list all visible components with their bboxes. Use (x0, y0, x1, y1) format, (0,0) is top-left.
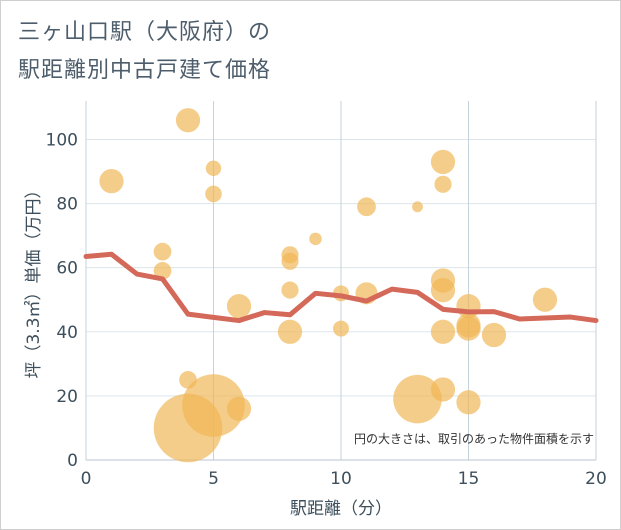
data-point (153, 242, 172, 261)
data-point (430, 377, 456, 402)
data-point (333, 320, 349, 337)
data-point (309, 232, 322, 246)
data-point (393, 374, 442, 424)
chart-title-line1: 三ヶ山口駅（大阪府）の (18, 20, 272, 45)
data-point (430, 319, 456, 344)
y-tick-label: 20 (56, 387, 78, 407)
average-price-line (83, 251, 599, 324)
x-tick-label: 20 (585, 469, 607, 489)
x-tick-label: 0 (81, 469, 92, 489)
data-point (226, 294, 252, 319)
y-tick-label: 100 (46, 130, 78, 150)
data-point (412, 201, 423, 213)
data-point (277, 319, 303, 344)
y-axis-title: 坪（3.3㎡）単価（万円） (24, 181, 44, 378)
bubble-layer (99, 108, 558, 463)
data-point (99, 169, 124, 194)
data-point (205, 185, 222, 203)
y-tick-label: 40 (56, 323, 78, 343)
y-tick-label: 60 (56, 259, 78, 279)
data-point (430, 277, 456, 303)
data-point (226, 396, 252, 421)
y-tick-label: 80 (56, 195, 78, 215)
data-point (532, 287, 558, 312)
data-point (456, 390, 481, 415)
data-point (456, 316, 481, 341)
x-tick-label: 15 (458, 469, 480, 489)
average-line-layer (83, 251, 599, 324)
data-point (153, 262, 172, 280)
data-point (434, 175, 452, 193)
data-point (357, 197, 376, 217)
data-point (281, 252, 299, 270)
x-tick-label: 5 (208, 469, 219, 489)
bubble-size-note: 円の大きさは、取引のあった物件面積を示す (354, 431, 594, 446)
data-point (281, 281, 299, 299)
x-tick-label: 10 (330, 469, 352, 489)
x-axis-title: 駅距離（分） (290, 499, 392, 519)
data-point (430, 149, 456, 175)
tick-labels: 0 20 40 60 80 100 0 5 10 15 20 (46, 130, 607, 489)
data-point (182, 374, 245, 437)
data-point (205, 160, 222, 176)
data-point (481, 322, 507, 348)
grid (85, 101, 597, 461)
chart-title-line2: 駅距離別中古戸建て価格 (18, 58, 272, 83)
y-tick-label: 0 (67, 451, 78, 471)
data-point (175, 108, 201, 133)
